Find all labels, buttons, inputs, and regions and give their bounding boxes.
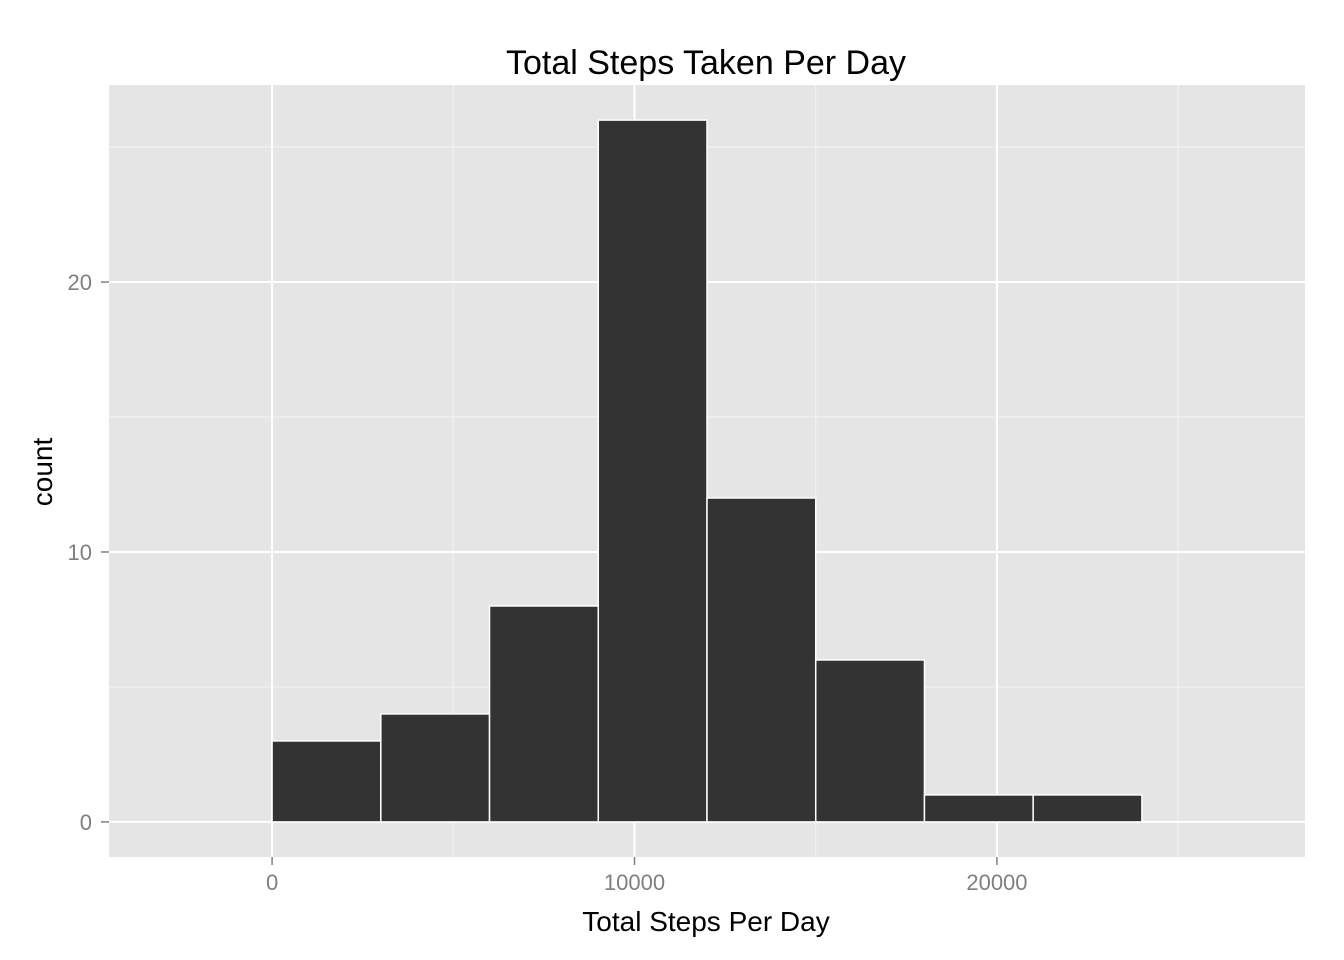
y-tick-label: 20 xyxy=(68,270,92,295)
y-axis-title: count xyxy=(27,438,58,507)
histogram-bar xyxy=(1032,794,1143,823)
x-tick-label: 0 xyxy=(266,870,278,895)
chart-title: Total Steps Taken Per Day xyxy=(506,44,906,82)
histogram-bar xyxy=(814,659,926,823)
histogram-bar xyxy=(488,605,600,823)
x-tick-label: 20000 xyxy=(966,870,1027,895)
histogram-bar xyxy=(706,497,817,823)
histogram-bar xyxy=(380,713,491,823)
axis-ticks: 0 10000 20000 0 10 20 xyxy=(68,270,1028,895)
histogram-bar xyxy=(597,119,708,823)
histogram-bars xyxy=(271,119,1143,823)
x-axis-title: Total Steps Per Day xyxy=(582,906,829,937)
histogram-bar xyxy=(923,794,1034,823)
y-tick-label: 10 xyxy=(68,540,92,565)
y-tick-label: 0 xyxy=(80,810,92,835)
x-tick-label: 10000 xyxy=(604,870,665,895)
histogram-bar xyxy=(271,740,382,823)
